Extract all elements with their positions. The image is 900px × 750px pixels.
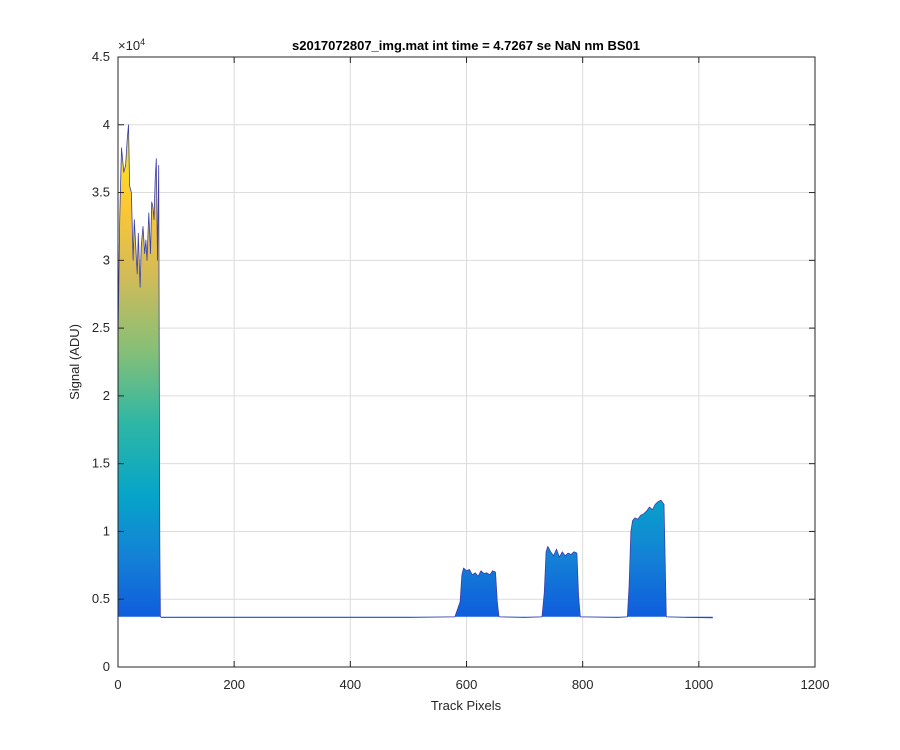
tick-labels: 0 200 400 600 800 1000 1200 0 0.5 1 1.5 2 2.5 3 3.5 4 4.… xyxy=(92,49,830,692)
y-tick-label: 3.5 xyxy=(92,185,110,200)
y-tick-label: 4.5 xyxy=(92,49,110,64)
y-tick-label: 1 xyxy=(103,523,110,538)
x-tick-label: 600 xyxy=(456,677,478,692)
x-tick-label: 1000 xyxy=(684,677,713,692)
y-tick-label: 4 xyxy=(103,117,110,132)
chart-title: s2017072807_img.mat int time = 4.7267 se… xyxy=(292,38,640,53)
y-tick-label: 2 xyxy=(103,388,110,403)
axes-box xyxy=(117,56,816,668)
grid xyxy=(118,57,815,667)
series-area xyxy=(118,124,713,618)
y-tick-label: 0.5 xyxy=(92,591,110,606)
x-tick-label: 1200 xyxy=(801,677,830,692)
x-tick-label: 0 xyxy=(114,677,121,692)
y-axis-label: Signal (ADU) xyxy=(67,324,82,400)
x-tick-label: 800 xyxy=(572,677,594,692)
x-axis-label: Track Pixels xyxy=(431,698,502,713)
series-layer xyxy=(118,124,713,619)
x-tick-label: 400 xyxy=(339,677,361,692)
y-axis-exponent: ×104 xyxy=(118,37,145,53)
y-tick-label: 1.5 xyxy=(92,456,110,471)
y-tick-label: 3 xyxy=(103,252,110,267)
y-tick-label: 2.5 xyxy=(92,320,110,335)
axes xyxy=(117,56,816,668)
series-line xyxy=(118,124,713,619)
y-tick-label: 0 xyxy=(103,659,110,674)
x-tick-label: 200 xyxy=(223,677,245,692)
